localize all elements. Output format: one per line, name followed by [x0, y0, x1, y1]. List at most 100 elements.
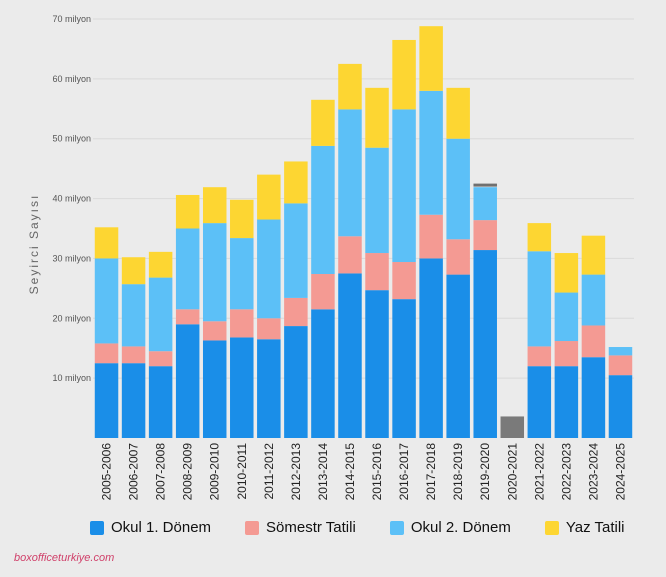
bar-segment [608, 355, 633, 376]
bar-segment [581, 357, 606, 438]
bar-segment [94, 343, 119, 364]
legend-item: Yaz Tatili [544, 519, 625, 536]
x-tick-label: 2024-2025 [613, 443, 627, 501]
x-tick-label: 2012-2013 [289, 443, 303, 501]
bar-segment [148, 251, 173, 278]
bar-segment [121, 346, 146, 364]
bar-segment [554, 292, 579, 342]
x-tick-label: 2016-2017 [397, 443, 411, 501]
bar-segment [284, 203, 308, 298]
x-tick-label: 2007-2008 [154, 443, 168, 501]
bar-segment [121, 284, 146, 347]
bar-segment [121, 257, 146, 285]
bar-segment [175, 228, 200, 310]
bar-segment [284, 326, 308, 438]
bar-segment [446, 138, 470, 240]
bar-segment [392, 39, 416, 110]
legend-swatch [389, 520, 404, 535]
y-tick-label: 10 milyon [52, 373, 91, 383]
bar-segment [284, 297, 308, 327]
x-tick-label: 2020-2021 [505, 443, 519, 501]
bar-segment-special [473, 183, 497, 187]
legend: Okul 1. Dönem Sömestr Tatili Okul 2. Dönem… [90, 519, 650, 536]
bar-segment [202, 321, 227, 341]
bar-segment [94, 258, 119, 344]
bar-segment [446, 87, 470, 139]
bar-segment [473, 187, 497, 221]
x-tick-label: 2011-2012 [262, 443, 276, 500]
bar-segment [365, 253, 389, 291]
legend-swatch [544, 520, 559, 535]
legend-label: Okul 2. Dönem [410, 519, 511, 536]
bar-segment [581, 274, 606, 326]
bar-segment [175, 324, 200, 438]
y-axis-ticks: 10 milyon 20 milyon 30 milyon 40 milyon 50 m… [52, 14, 91, 383]
bar-segment [365, 87, 389, 148]
bar-segment [527, 223, 552, 252]
bar-segment [121, 363, 146, 438]
bar-segment [581, 325, 606, 358]
bar-segment [527, 366, 552, 438]
bar-segment [419, 258, 443, 438]
x-tick-label: 2019-2020 [478, 443, 492, 501]
bar-segment [148, 277, 173, 352]
x-tick-label: 2017-2018 [424, 443, 438, 501]
bar-segment [392, 299, 416, 438]
x-tick-label: 2018-2019 [451, 443, 465, 501]
bar-segment [257, 219, 281, 319]
x-tick-label: 2021-2022 [532, 443, 546, 501]
x-tick-label: 2014-2015 [343, 443, 357, 501]
bar-segment [311, 99, 335, 146]
bar-segment [202, 187, 227, 224]
bar-segment [230, 238, 254, 310]
x-tick-label: 2022-2023 [559, 443, 573, 501]
bar-segment [257, 174, 281, 220]
legend-swatch [90, 520, 104, 535]
x-tick-label: 2013-2014 [316, 443, 330, 501]
bar-segment [284, 161, 308, 204]
bar-segment [338, 236, 362, 274]
bar-segment [338, 63, 362, 110]
bar-segment [446, 274, 470, 438]
x-tick-label: 2009-2010 [208, 443, 222, 501]
bar-segment [446, 239, 470, 275]
bar-segment [94, 227, 119, 259]
y-tick-label: 30 milyon [52, 253, 91, 263]
bar-segment [257, 318, 281, 340]
legend-item: Okul 2. Dönem [389, 519, 511, 536]
legend-label: Yaz Tatili [565, 519, 625, 536]
y-tick-label: 70 milyon [52, 14, 91, 24]
bar-segment [554, 366, 579, 438]
bar-segment [608, 375, 633, 438]
bar-segment [175, 194, 200, 229]
bar-segment [202, 340, 227, 438]
bar-segment [554, 253, 579, 293]
bar-segment [338, 109, 362, 237]
legend-label: Sömestr Tatili [266, 519, 356, 536]
x-tick-label: 2005-2006 [100, 443, 114, 501]
bar-segment [365, 290, 389, 438]
bar-segment [175, 309, 200, 325]
bar-segment [94, 363, 119, 438]
watermark: boxofficeturkiye.com [14, 552, 115, 564]
bar-segment [230, 309, 254, 338]
y-axis-label: Seyirci Sayısı [27, 194, 41, 295]
bar-segment [338, 273, 362, 438]
legend-item: Sömestr Tatili [245, 519, 356, 536]
bar-segment [311, 273, 335, 310]
y-tick-label: 60 milyon [52, 74, 91, 84]
x-tick-label: 2010-2011 [235, 443, 249, 500]
bar-segment [230, 199, 254, 239]
bar-segment [392, 262, 416, 300]
bar-segment [148, 366, 173, 438]
bar-segment-special [500, 416, 525, 438]
bar-segment [257, 339, 281, 438]
bar-segment [392, 109, 416, 263]
x-axis-ticks: 2005-2006 2006-2007 2007-2008 2008-2009 2009… [100, 443, 628, 501]
bar-segment [608, 347, 633, 356]
bar-segment [419, 90, 443, 215]
bar-segment [473, 220, 497, 251]
x-tick-label: 2006-2007 [127, 443, 141, 501]
legend-item: Okul 1. Dönem [90, 519, 211, 536]
